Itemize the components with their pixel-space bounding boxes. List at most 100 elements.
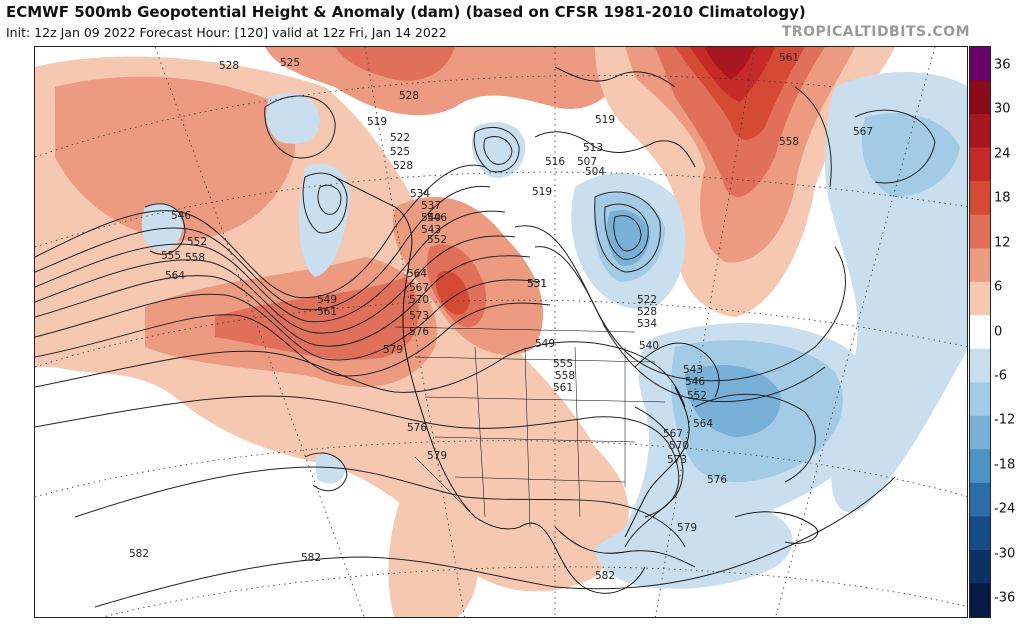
contour-label: 558 xyxy=(185,252,205,264)
colorbar-swatch xyxy=(970,114,990,149)
colorbar-tick-label: -12 xyxy=(994,412,1016,428)
contour-label: 552 xyxy=(187,236,207,248)
contour-label: 567 xyxy=(853,126,873,138)
contour-label: 576 xyxy=(707,474,727,486)
contour-label: 555 xyxy=(161,250,181,262)
contour-label: 573 xyxy=(409,310,429,322)
contour-label: 546 xyxy=(685,376,705,388)
colorbar-tick-label: -18 xyxy=(994,457,1016,473)
colorbar-swatch xyxy=(970,449,990,484)
contour-label: 579 xyxy=(427,450,447,462)
colorbar-swatch xyxy=(970,549,990,584)
colorbar-tick-label: 36 xyxy=(994,57,1011,73)
colorbar-tick-label: 0 xyxy=(994,324,1003,339)
colorbar-tick-label: 12 xyxy=(994,235,1011,251)
site-brand[interactable]: TROPICALTIDBITS.COM xyxy=(781,24,970,40)
contour-label: 570 xyxy=(669,440,689,452)
colorbar-tick-label: 24 xyxy=(994,146,1011,162)
contour-label: 546 xyxy=(171,210,191,222)
contour-label: 561 xyxy=(779,52,799,64)
contour-label: 552 xyxy=(427,234,447,246)
contour-label: 531 xyxy=(527,278,547,290)
contour-label: 534 xyxy=(410,188,430,200)
contour-label: 507 xyxy=(577,156,597,168)
political-borders xyxy=(394,326,666,528)
contour-label: 549 xyxy=(317,294,337,306)
forecast-info: Init: 12z Jan 09 2022 Forecast Hour: [12… xyxy=(6,25,447,40)
colorbar-gradient xyxy=(970,47,990,617)
contour-label: 522 xyxy=(637,294,657,306)
colorbar-swatch xyxy=(970,181,990,216)
contour-label: 519 xyxy=(595,114,615,126)
colorbar-tick-label: -24 xyxy=(994,501,1016,517)
contour-label: 546 xyxy=(427,212,447,224)
colorbar-swatch xyxy=(970,47,990,82)
contour-label: 579 xyxy=(383,344,403,356)
colorbar-swatch xyxy=(970,382,990,417)
contour-label: 570 xyxy=(409,294,429,306)
colorbar-swatch xyxy=(970,248,990,283)
contour-label: 573 xyxy=(667,454,687,466)
contour-label: 582 xyxy=(129,548,149,560)
contour-label: 543 xyxy=(683,364,703,376)
height-contours xyxy=(35,86,936,608)
colorbar-swatch xyxy=(970,214,990,249)
contour-label: 552 xyxy=(687,390,707,402)
colorbar-swatch xyxy=(970,147,990,182)
contour-label: 519 xyxy=(532,186,552,198)
colorbar-labels: 36 30 24 18 12 6 0 -6 -12 -18 -24 -30 -36 xyxy=(994,46,1024,618)
contour-label: 576 xyxy=(407,422,427,434)
map-title: ECMWF 500mb Geopotential Height & Anomal… xyxy=(6,3,806,21)
colorbar-swatch xyxy=(970,281,990,316)
contour-label: 582 xyxy=(301,552,321,564)
colorbar-tick-label: 30 xyxy=(994,101,1011,117)
colorbar-tick-label: 18 xyxy=(994,190,1011,206)
contour-label: 528 xyxy=(393,160,413,172)
contour-label: 549 xyxy=(535,338,555,350)
contour-label: 513 xyxy=(583,142,603,154)
contour-label: 567 xyxy=(409,282,429,294)
weather-map: 528 525 528 519 522 525 528 519 513 507 504 516 519 5… xyxy=(34,46,968,618)
contour-label: 561 xyxy=(553,382,573,394)
contour-label: 528 xyxy=(637,306,657,318)
colorbar-tick-label: -6 xyxy=(994,368,1007,384)
colorbar-swatch xyxy=(970,482,990,517)
contour-label: 582 xyxy=(595,570,615,582)
latlon-grid xyxy=(35,47,967,617)
colorbar-tick-label: -36 xyxy=(994,590,1016,606)
contour-label: 564 xyxy=(165,270,185,282)
contour-label: 531 xyxy=(527,278,547,290)
colorbar-tick-label: -30 xyxy=(994,546,1016,562)
colorbar-swatch xyxy=(970,516,990,551)
contour-label: 555 xyxy=(553,358,573,370)
contour-label: 528 xyxy=(399,90,419,102)
anomaly-colorbar xyxy=(969,46,991,618)
colorbar-swatch xyxy=(970,348,990,383)
contour-label: 519 xyxy=(367,116,387,128)
contour-label: 564 xyxy=(407,268,427,280)
contour-label: 567 xyxy=(663,428,683,440)
contour-label: 540 xyxy=(421,212,441,224)
contour-label: 561 xyxy=(317,306,337,318)
contour-label: 504 xyxy=(585,166,605,178)
colorbar-swatch xyxy=(970,315,990,350)
contour-label: 516 xyxy=(545,156,565,168)
contour-label: 528 xyxy=(219,60,239,72)
contour-label: 579 xyxy=(677,522,697,534)
contour-label: 534 xyxy=(637,318,657,330)
colorbar-tick-label: 6 xyxy=(994,279,1003,295)
contour-label: 558 xyxy=(555,370,575,382)
contour-label: 525 xyxy=(390,146,410,158)
contour-label: 537 xyxy=(421,200,441,212)
colorbar-swatch xyxy=(970,80,990,115)
contour-label: 576 xyxy=(409,326,429,338)
anomaly-fill-layer xyxy=(35,47,967,617)
contour-label: 540 xyxy=(639,340,659,352)
contour-label: 525 xyxy=(280,57,300,69)
contour-label: 543 xyxy=(421,224,441,236)
colorbar-swatch xyxy=(970,583,990,617)
contour-label: 558 xyxy=(779,136,799,148)
colorbar-swatch xyxy=(970,415,990,450)
